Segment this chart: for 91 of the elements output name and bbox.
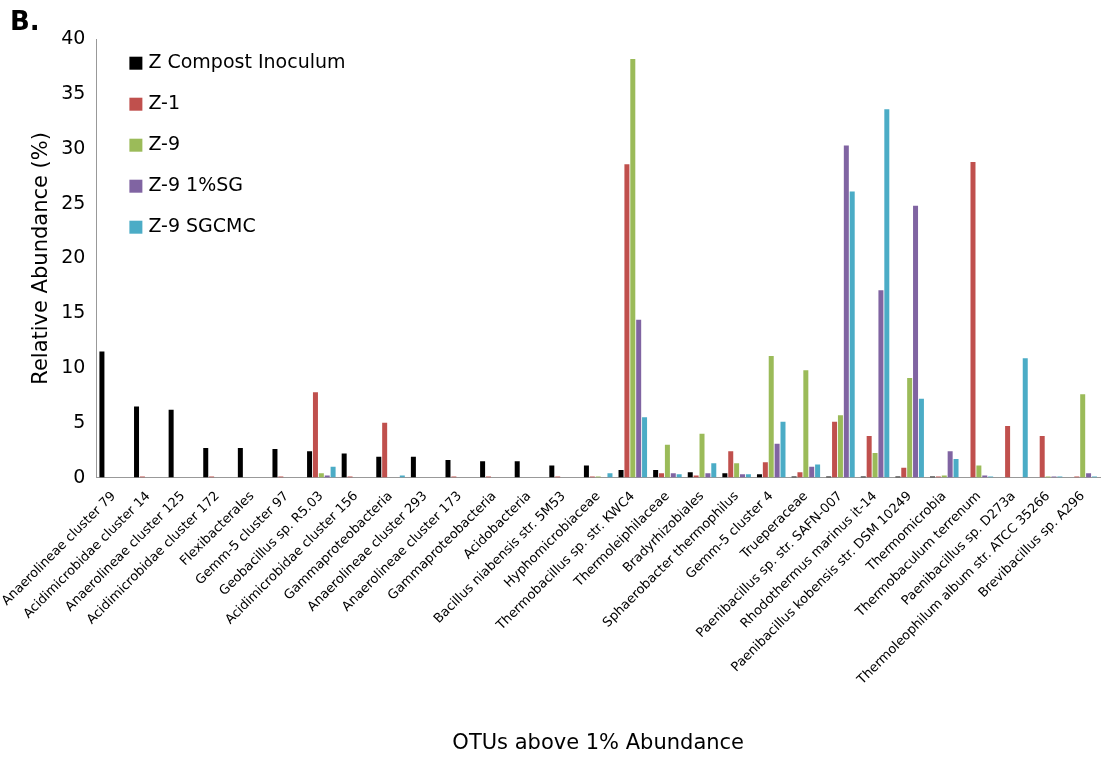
bar [705, 473, 711, 478]
bar [312, 392, 318, 478]
bar [976, 465, 982, 478]
bar [583, 465, 589, 478]
bar [774, 443, 780, 478]
bar [330, 466, 336, 478]
legend-label: Z Compost Inoculum [148, 50, 346, 73]
bar [913, 205, 919, 478]
bar [659, 473, 665, 478]
legend-label: Z-9 [148, 132, 181, 155]
bar [318, 473, 324, 478]
bar [203, 448, 209, 478]
bar [307, 451, 313, 478]
y-tick-label: 5 [73, 409, 86, 432]
bar [970, 161, 976, 478]
bar [1039, 435, 1045, 478]
bar [815, 464, 821, 478]
bar [480, 461, 486, 478]
bar [636, 319, 642, 478]
y-tick-label: 15 [61, 300, 86, 323]
bar [745, 474, 751, 478]
legend-label: Z-9 SGCMC [148, 214, 256, 237]
bar [768, 355, 774, 478]
bar [982, 475, 988, 478]
bar [670, 473, 676, 478]
bar [653, 469, 659, 478]
y-tick-label: 25 [61, 190, 86, 213]
bar [1086, 473, 1092, 478]
bar [607, 473, 613, 478]
bar [99, 351, 105, 478]
bar [941, 475, 947, 478]
bar [947, 451, 953, 478]
y-tick-label: 20 [61, 245, 86, 268]
bar [237, 448, 243, 478]
bar [734, 463, 740, 478]
bar [849, 191, 855, 478]
bar [399, 475, 405, 478]
bar [901, 467, 907, 478]
bar [884, 109, 890, 478]
bar [722, 473, 728, 478]
bar [878, 290, 884, 478]
bar [642, 417, 648, 478]
bar [676, 474, 682, 478]
bar [762, 462, 768, 478]
bar [809, 466, 815, 478]
bar [687, 472, 693, 478]
bar [630, 58, 636, 478]
bar [549, 465, 555, 478]
bar [1022, 358, 1028, 478]
bar [382, 422, 388, 478]
bar [837, 415, 843, 478]
y-tick-label: 0 [73, 464, 86, 487]
bar [797, 472, 803, 478]
bar [918, 398, 924, 478]
bar [341, 453, 347, 478]
bar [376, 456, 382, 478]
bar [1080, 394, 1086, 478]
bar [693, 475, 699, 478]
bar [907, 377, 913, 478]
bar [740, 474, 746, 478]
bar [953, 458, 959, 478]
x-axis-title: OTUs above 1% Abundance [452, 729, 745, 754]
bar [872, 452, 878, 478]
bar [664, 444, 670, 478]
y-tick-label: 10 [61, 354, 86, 377]
bar [832, 421, 838, 478]
bar [410, 456, 416, 478]
y-tick-label: 40 [61, 26, 86, 49]
bar [272, 449, 278, 478]
legend-label: Z-1 [148, 91, 181, 114]
bar [728, 451, 734, 478]
bar [624, 164, 630, 478]
bar [514, 461, 520, 478]
bar [324, 475, 330, 478]
bar [1005, 426, 1011, 478]
bar [803, 370, 809, 478]
bar [866, 435, 872, 478]
bar [134, 406, 140, 478]
bar [699, 433, 705, 478]
bar [711, 463, 717, 478]
legend-label: Z-9 1%SG [148, 173, 243, 196]
bar [618, 469, 624, 478]
bar [445, 460, 451, 478]
bar [843, 145, 849, 478]
chart-title: B. [10, 6, 40, 37]
y-tick-label: 30 [61, 135, 86, 158]
bar [168, 409, 174, 478]
bar [780, 421, 786, 478]
y-axis-title: Relative Abundance (%) [28, 132, 53, 385]
bar [756, 474, 762, 478]
y-tick-label: 35 [61, 80, 86, 103]
